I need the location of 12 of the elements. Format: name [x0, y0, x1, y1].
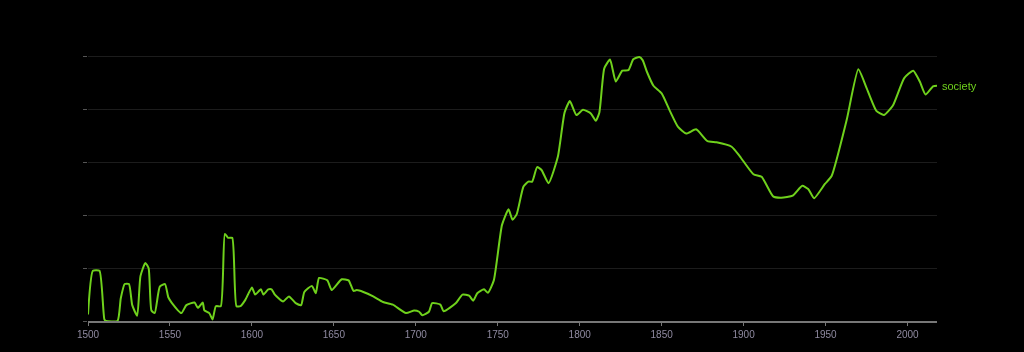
x-tick-label: 1750 — [486, 329, 510, 340]
x-tick-label: 1900 — [732, 329, 756, 340]
x-tick-label: 1800 — [568, 329, 592, 340]
x-tick-label: 1650 — [322, 329, 346, 340]
x-tick-label: 1550 — [158, 329, 182, 340]
x-tick-label: 1850 — [650, 329, 674, 340]
x-tick-label: 1700 — [404, 329, 428, 340]
x-tick-label: 2000 — [896, 329, 920, 340]
x-tick-label: 1950 — [814, 329, 838, 340]
x-tick-label: 1500 — [76, 329, 100, 340]
series-label: society — [942, 80, 977, 92]
x-tick-label: 1600 — [240, 329, 264, 340]
